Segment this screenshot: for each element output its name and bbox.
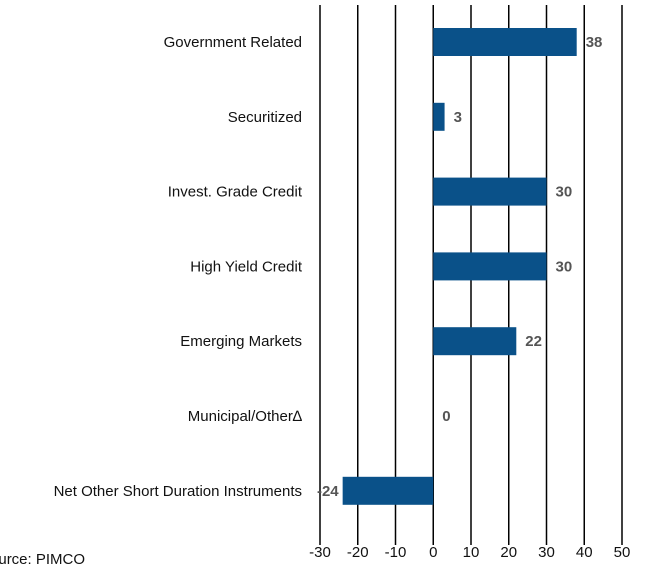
- bar: [433, 102, 445, 131]
- y-tick-label: High Yield Credit: [190, 258, 303, 275]
- value-label: 30: [556, 258, 573, 275]
- y-tick-label: Municipal/Other∆: [188, 408, 303, 425]
- x-tick-label: -20: [347, 544, 369, 561]
- bar: [342, 476, 434, 505]
- value-label: 30: [556, 184, 573, 201]
- value-label: 38: [586, 34, 603, 51]
- x-tick-label: 20: [500, 544, 517, 561]
- y-tick-label: Invest. Grade Credit: [168, 184, 303, 201]
- value-label: 3: [454, 109, 462, 126]
- y-tick-label: Emerging Markets: [180, 333, 302, 350]
- bar: [433, 177, 547, 206]
- bar: [433, 28, 577, 56]
- x-tick-label: 10: [463, 544, 480, 561]
- bar: [433, 327, 517, 356]
- y-tick-label: Net Other Short Duration Instruments: [54, 483, 302, 500]
- y-tick-label: Government Related: [164, 34, 302, 51]
- value-label: 22: [525, 333, 542, 350]
- x-tick-label: 30: [538, 544, 555, 561]
- value-label: -24: [317, 483, 339, 500]
- x-tick-label: -10: [385, 544, 407, 561]
- y-tick-label: Securitized: [228, 109, 302, 126]
- x-tick-label: -30: [309, 544, 331, 561]
- x-tick-label: 50: [614, 544, 631, 561]
- value-label: 0: [442, 408, 450, 425]
- bar: [433, 252, 547, 281]
- source-note: Source: PIMCO: [0, 551, 85, 567]
- x-tick-label: 40: [576, 544, 593, 561]
- x-tick-label: 0: [429, 544, 437, 561]
